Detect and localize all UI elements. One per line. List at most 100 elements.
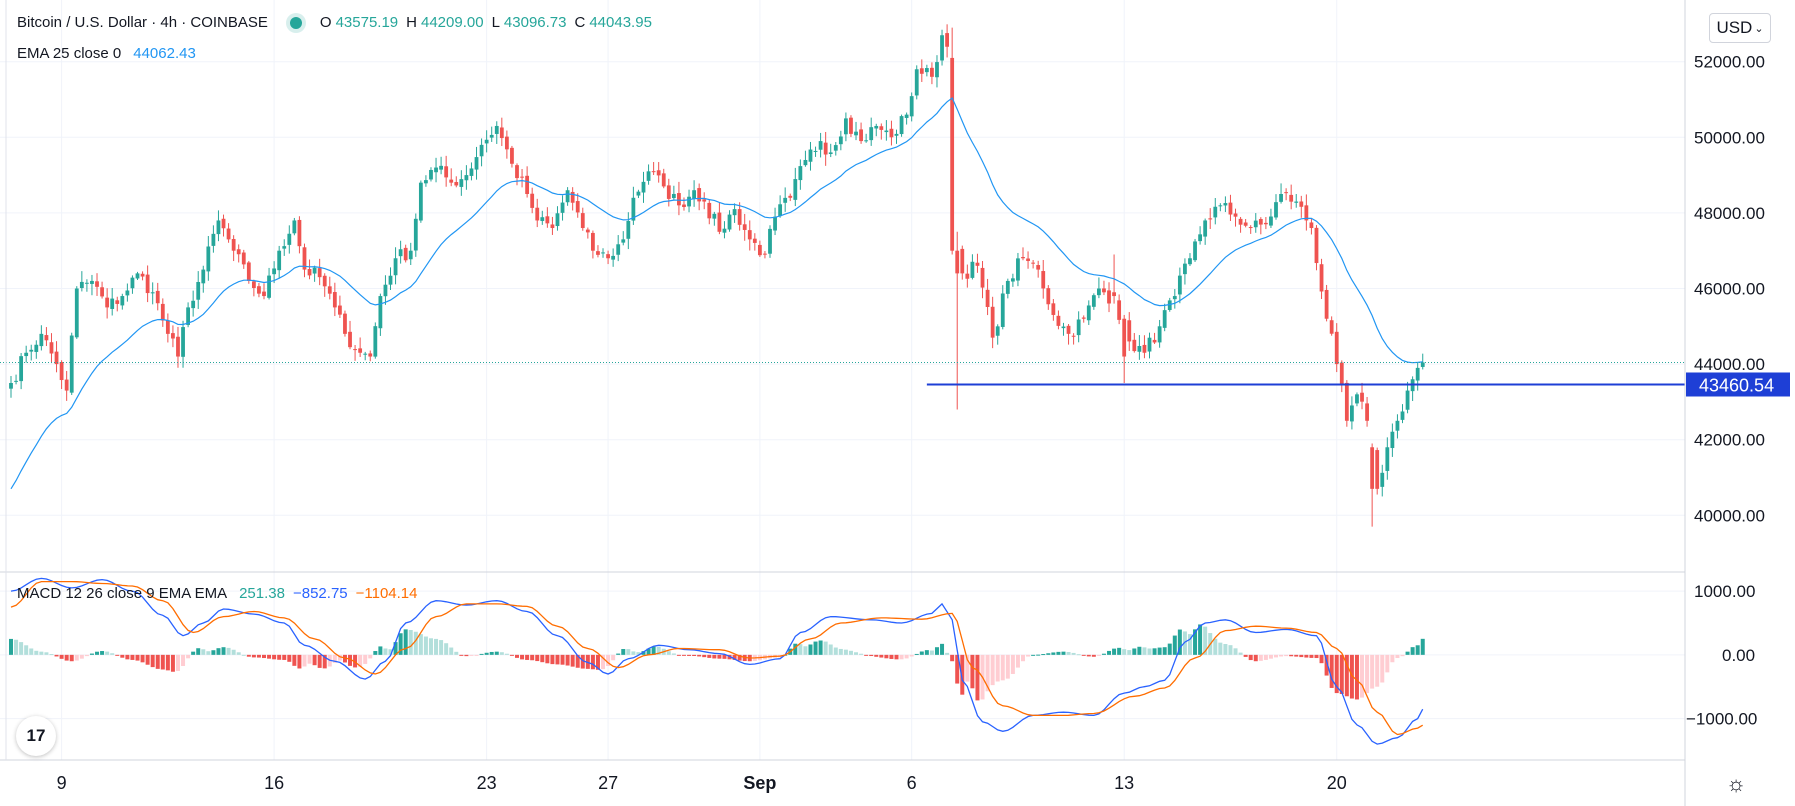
macd-histogram-bar	[125, 654, 130, 660]
macd-histogram-bar	[1071, 652, 1076, 655]
macd-histogram-bar	[110, 653, 115, 655]
candle-body	[257, 286, 261, 294]
macd-histogram-bar	[150, 654, 155, 668]
candle-body	[1041, 271, 1046, 289]
macd-histogram-bar	[1122, 649, 1127, 655]
macd-histogram-bar	[1344, 654, 1349, 697]
macd-histogram-bar	[990, 654, 995, 686]
macd-histogram-bar	[595, 654, 600, 670]
symbol-title[interactable]: Bitcoin / U.S. Dollar · 4h · COINBASE	[17, 14, 268, 31]
macd-histogram-bar	[145, 654, 150, 665]
macd-histogram-bar	[277, 654, 282, 660]
candle-body	[343, 313, 347, 334]
macd-histogram-bar	[1349, 654, 1354, 699]
candle-body	[1142, 344, 1147, 353]
candle-body	[757, 244, 762, 256]
tradingview-logo-icon[interactable]: 17	[16, 716, 56, 756]
macd-histogram-bar	[504, 653, 509, 655]
candle-body	[1117, 300, 1122, 320]
macd-histogram-bar	[297, 654, 302, 669]
macd-histogram-bar	[1127, 650, 1132, 655]
macd-histogram-bar	[1000, 654, 1005, 681]
candle-body	[1061, 326, 1066, 329]
macd-label[interactable]: MACD 12 26 close 9 EMA EMA	[17, 585, 228, 602]
macd-histogram-bar	[170, 654, 175, 672]
candle-body	[19, 356, 24, 382]
candle-body	[697, 188, 702, 202]
candle-body	[575, 201, 580, 213]
currency-label: USD	[1716, 18, 1753, 37]
macd-histogram-bar	[388, 649, 393, 655]
macd-histogram-bar	[241, 654, 246, 656]
macd-histogram-bar	[449, 647, 454, 655]
currency-button[interactable]: USD ⌄	[1709, 13, 1771, 43]
candle-body	[1122, 318, 1127, 357]
grid-lines	[0, 0, 1685, 760]
macd-histogram-bar	[884, 654, 889, 659]
candle-body	[378, 296, 383, 329]
macd-histogram-bar	[1390, 654, 1395, 663]
candle-body	[140, 273, 145, 277]
macd-histogram-bar	[1238, 652, 1243, 655]
candle-body	[403, 247, 408, 261]
ohlc-close-value: 44043.95	[589, 14, 652, 31]
time-tick-label: 27	[598, 773, 618, 793]
candle-body	[1051, 303, 1056, 315]
candle-body	[919, 68, 924, 74]
price-tick-label: 44000.00	[1694, 355, 1765, 374]
settings-gear-icon[interactable]: ☼	[1726, 771, 1747, 796]
candle-body	[39, 333, 44, 347]
macd-histogram-bar	[1132, 648, 1137, 655]
candle-body	[226, 228, 231, 240]
macd-histogram-bar	[226, 647, 231, 655]
macd-histogram-bar	[575, 654, 580, 668]
ema-label[interactable]: EMA 25 close 0	[17, 45, 122, 62]
macd-histogram-bar	[601, 654, 606, 670]
candle-body	[1390, 431, 1395, 449]
candle-body	[995, 326, 1000, 336]
candle-body	[363, 353, 368, 355]
candle-body	[985, 289, 990, 307]
macd-histogram-bar	[1107, 650, 1112, 655]
candle-body	[596, 251, 600, 255]
macd-histogram-bar	[970, 654, 975, 689]
macd-histogram-bar	[818, 640, 823, 655]
macd-histogram-bar	[464, 654, 469, 657]
candle-body	[312, 267, 317, 274]
macd-histogram-bar	[889, 654, 894, 659]
candle-body	[651, 171, 656, 173]
candle-body	[1339, 362, 1344, 385]
candle-body	[171, 333, 175, 339]
candle-body	[272, 268, 277, 275]
candle-body	[1405, 390, 1410, 410]
candle-body	[459, 179, 464, 187]
price-tick-label: 46000.00	[1694, 280, 1765, 299]
candle-body	[1193, 241, 1197, 261]
candle-body	[14, 380, 18, 382]
macd-histogram-bar	[292, 654, 297, 666]
candle-body	[1284, 192, 1289, 194]
macd-histogram-bar	[1005, 654, 1010, 679]
candle-body	[1304, 205, 1309, 221]
macd-histogram-bar	[732, 654, 737, 660]
macd-histogram-bar	[459, 654, 464, 656]
candle-body	[211, 233, 216, 246]
macd-histogram-bar	[702, 654, 707, 658]
ohlc-open-label: O	[319, 14, 332, 31]
macd-histogram-bar	[1162, 647, 1167, 655]
macd-histogram-bar	[1142, 647, 1147, 655]
macd-histogram-bar	[64, 654, 69, 661]
macd-histogram-bar	[570, 654, 575, 667]
macd-histogram-bar	[115, 654, 120, 656]
macd-histogram-bar	[272, 654, 277, 660]
macd-histogram-bar	[1354, 654, 1359, 700]
macd-histogram-bar	[692, 654, 697, 656]
macd-tick-label: 1000.00	[1694, 582, 1755, 601]
candle-body	[702, 199, 707, 202]
macd-histogram-bar	[1101, 653, 1106, 655]
candle-body	[176, 336, 180, 357]
macd-histogram-bar	[1299, 654, 1304, 658]
macd-histogram-bar	[687, 654, 692, 656]
macd-histogram-bar	[1233, 648, 1238, 655]
